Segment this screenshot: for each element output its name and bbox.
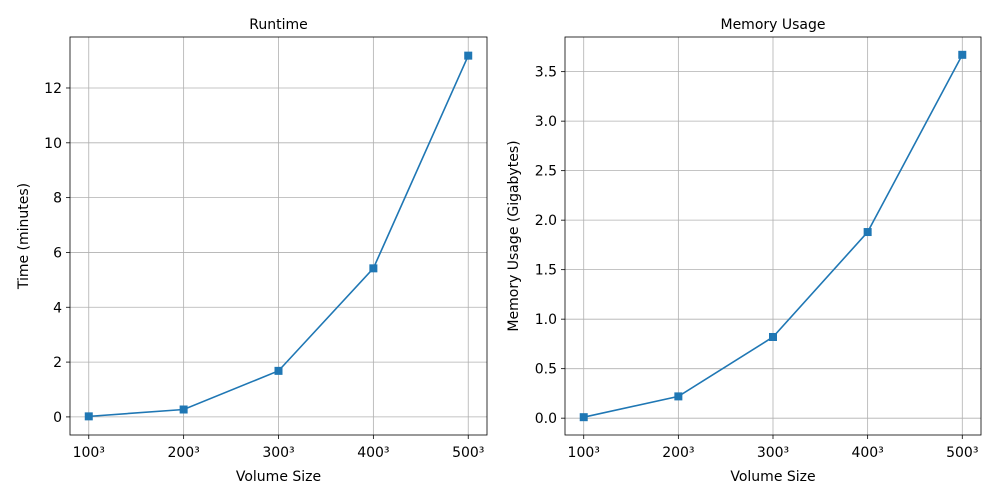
y-tick-label: 2.0 xyxy=(535,213,557,229)
y-tick-label: 8 xyxy=(53,191,62,207)
data-point xyxy=(674,392,683,401)
chart-title: Memory Usage xyxy=(720,17,825,33)
y-tick-label: 0 xyxy=(53,410,62,426)
chart-title: Runtime xyxy=(249,17,307,33)
x-axis-label: Volume Size xyxy=(730,469,815,485)
y-tick-label: 1.5 xyxy=(535,263,557,279)
x-tick-label: 400³ xyxy=(357,445,389,461)
data-point xyxy=(274,366,283,375)
x-axis-label: Volume Size xyxy=(236,469,321,485)
x-tick-label: 500³ xyxy=(452,445,484,461)
y-tick-label: 12 xyxy=(44,81,62,97)
x-tick-label: 100³ xyxy=(73,445,105,461)
data-point xyxy=(464,51,473,60)
x-tick-label: 300³ xyxy=(757,445,789,461)
grid xyxy=(565,37,981,435)
data-point xyxy=(579,413,588,422)
y-tick-label: 0.0 xyxy=(535,411,557,427)
y-tick-label: 4 xyxy=(53,300,62,316)
x-tick-label: 500³ xyxy=(946,445,978,461)
y-tick-label: 6 xyxy=(53,245,62,261)
y-tick-label: 0.5 xyxy=(535,362,557,378)
x-tick-label: 200³ xyxy=(167,445,199,461)
x-tick-label: 100³ xyxy=(568,445,600,461)
data-point xyxy=(84,412,93,421)
y-tick-label: 3.5 xyxy=(535,65,557,81)
data-point xyxy=(863,228,872,237)
y-tick-label: 2.5 xyxy=(535,164,557,180)
x-tick-label: 300³ xyxy=(262,445,294,461)
runtime-chart: Runtime Volume Size Time (minutes) 100³ 2… xyxy=(16,17,488,485)
data-point xyxy=(958,50,967,59)
x-tick-label: 200³ xyxy=(662,445,694,461)
y-axis-label: Memory Usage (Gigabytes) xyxy=(506,140,522,331)
memory-usage-chart: Memory Usage Volume Size Memory Usage (G… xyxy=(506,17,982,485)
y-axis-label: Time (minutes) xyxy=(16,183,32,290)
y-tick-label: 1.0 xyxy=(535,312,557,328)
y-tick-label: 3.0 xyxy=(535,114,557,130)
x-tick-label: 400³ xyxy=(851,445,883,461)
data-point xyxy=(769,332,777,341)
grid xyxy=(70,37,487,435)
data-point xyxy=(369,264,378,273)
y-tick-label: 10 xyxy=(44,136,62,152)
y-tick-label: 2 xyxy=(53,355,62,371)
data-point xyxy=(179,405,188,414)
